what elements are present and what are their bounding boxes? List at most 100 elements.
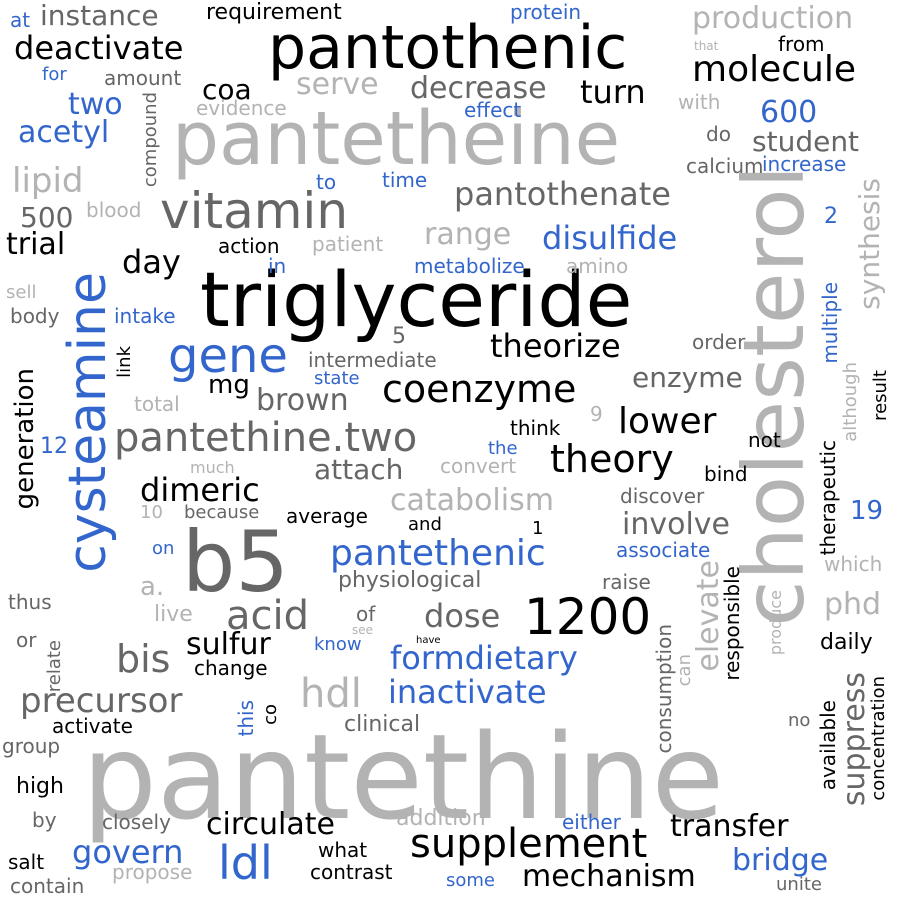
word-contain: contain [10, 874, 85, 898]
word-blood: blood [86, 198, 142, 222]
word-turn: turn [580, 73, 646, 111]
word-gene: gene [168, 328, 288, 384]
word-500: 500 [20, 201, 74, 234]
word-lower: lower [618, 401, 717, 442]
word-pantethine: pantethine [82, 708, 725, 846]
word-available: available [816, 700, 840, 791]
word-have: have [416, 635, 441, 646]
word-group: group [2, 734, 61, 758]
word-what: what [318, 838, 368, 862]
word-protein: protein [510, 0, 582, 24]
word-co: co [260, 704, 281, 725]
word-bis: bis [116, 637, 171, 681]
word-2: 2 [824, 204, 838, 229]
word-responsible: responsible [720, 566, 744, 681]
word-suppress: suppress [837, 672, 872, 807]
word-clinical: clinical [344, 712, 421, 737]
word-theory: theory [550, 437, 674, 481]
word-1: 1 [532, 518, 544, 539]
word-12: 12 [40, 434, 68, 459]
word-not: not [748, 428, 781, 452]
word-either: either [562, 810, 621, 834]
word-from: from [778, 32, 825, 56]
word-live: live [154, 602, 193, 627]
word-compound: compound [140, 92, 161, 188]
word-this: this [234, 700, 258, 737]
word-dose: dose [424, 597, 501, 635]
word-state: state [314, 368, 360, 389]
word-day: day [122, 243, 181, 281]
word-mechanism: mechanism [522, 859, 696, 894]
word-decrease: decrease [410, 71, 547, 106]
word-1200: 1200 [524, 588, 652, 646]
word-600: 600 [760, 95, 818, 130]
word-two: two [68, 87, 123, 122]
word-govern: govern [72, 833, 184, 871]
word-5: 5 [392, 324, 406, 349]
word-patient: patient [312, 232, 384, 256]
word-because: because [184, 502, 260, 523]
word-contrast: contrast [310, 860, 393, 884]
word-synthesis: synthesis [853, 178, 886, 310]
word-in: in [268, 254, 287, 278]
word-lipid: lipid [12, 161, 84, 201]
word-brown: brown [256, 383, 349, 418]
word-b5: b5 [182, 513, 289, 611]
word-acid: acid [226, 593, 310, 639]
word-hdl: hdl [300, 671, 362, 717]
word-19: 19 [850, 496, 884, 526]
word-coenzyme: coenzyme [382, 367, 577, 411]
word-to: to [316, 170, 337, 194]
word-vitamin: vitamin [160, 182, 349, 240]
word-intermediate: intermediate [308, 348, 437, 372]
word-molecule: molecule [692, 49, 857, 90]
word-10: 10 [140, 502, 163, 523]
word-theorize: theorize [490, 327, 621, 365]
word-of: of [356, 602, 376, 626]
word-think: think [510, 416, 561, 440]
word-on: on [152, 538, 175, 559]
word-relate: relate [44, 640, 65, 693]
word-sulfur: sulfur [186, 627, 271, 662]
word-physiological: physiological [338, 568, 482, 593]
word-for: for [42, 64, 67, 85]
word-a: a. [140, 572, 165, 602]
word-or: or [16, 628, 37, 652]
word-with: with [678, 90, 721, 114]
word-at: at [10, 8, 31, 32]
word-consumption: consumption [652, 624, 676, 754]
word-pantethenic: pantethenic [330, 533, 546, 574]
word-sell: sell [6, 282, 37, 303]
word-body: body [10, 304, 60, 328]
word-addition: addition [396, 806, 486, 831]
word-intake: intake [114, 304, 176, 328]
word-catabolism: catabolism [390, 483, 554, 518]
word-much: much [190, 458, 235, 477]
word-know: know [314, 634, 362, 655]
word-cysteamine: cysteamine [58, 272, 118, 573]
word-associate: associate [616, 538, 711, 562]
word-that: that [694, 39, 719, 53]
word-see: see [352, 623, 374, 637]
word-triglyceride: triglyceride [200, 255, 633, 344]
word-propose: propose [112, 860, 193, 884]
word-by: by [32, 808, 57, 832]
word-daily: daily [820, 630, 873, 655]
word-the: the [488, 438, 518, 459]
word-ldl: ldl [218, 836, 273, 890]
word-result: result [870, 370, 891, 421]
word-total: total [134, 392, 180, 416]
word-time: time [382, 168, 428, 192]
word-change: change [194, 656, 268, 680]
word-increase: increase [762, 152, 847, 176]
word-amount: amount [104, 66, 182, 90]
word-formdietary: formdietary [390, 639, 578, 677]
word-pantothenate: pantothenate [454, 175, 671, 213]
word-trial: trial [6, 227, 66, 262]
word-closely: closely [102, 810, 171, 834]
word-and: and [408, 514, 442, 535]
word-metabolize: metabolize [414, 254, 525, 278]
word-precursor: precursor [20, 681, 183, 721]
word-coa: coa [202, 73, 252, 106]
